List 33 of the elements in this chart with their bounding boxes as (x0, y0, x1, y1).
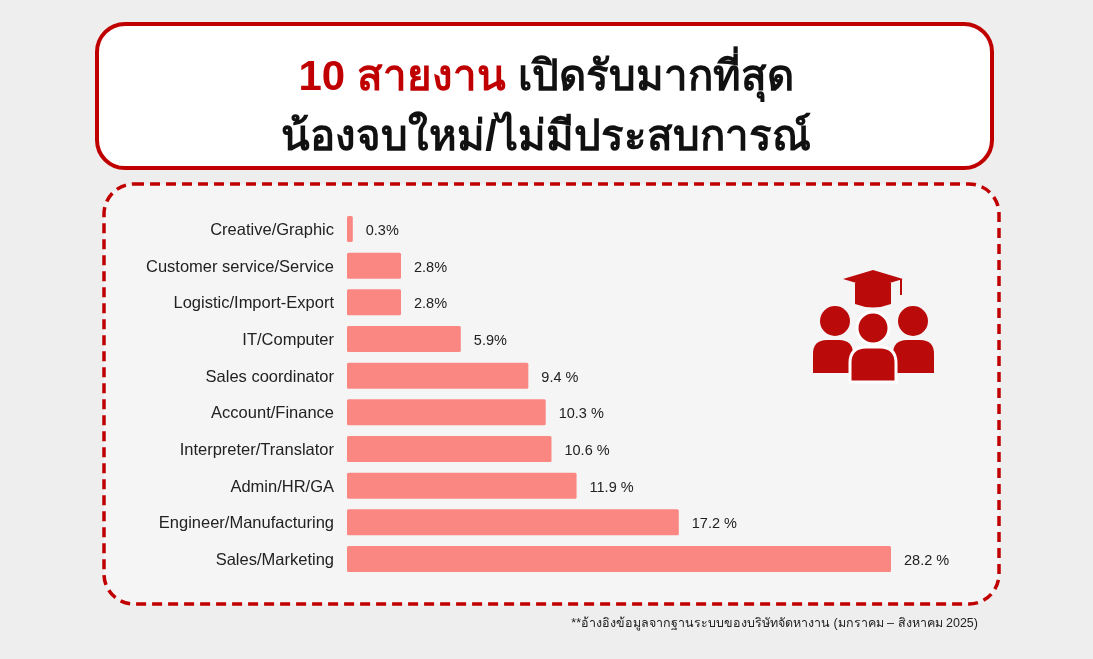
chart-title: 10 สายงาน เปิดรับมากที่สุด (298, 46, 794, 102)
data-label: 2.8% (414, 258, 448, 275)
bar (347, 472, 577, 499)
y-tick-label: Interpreter/Translator (179, 440, 335, 458)
text: **อ้างอิงข้อมูลจากฐานระบบของบริษัทจัดหางาน (มกราคม – สิงหาคม 2025) (571, 616, 978, 631)
data-label: 11.9 % (589, 478, 634, 495)
bar (347, 326, 461, 352)
bar (347, 289, 402, 316)
bar (347, 436, 552, 462)
y-tick-label: Account/Finance (211, 403, 334, 422)
y-tick-label: Creative/Graphic (210, 220, 334, 238)
data-label: 5.9% (473, 332, 507, 348)
y-tick-label: Admin/HR/GA (230, 476, 334, 495)
y-tick-label: Customer service/Service (146, 256, 334, 275)
data-label: 17.2 % (691, 515, 738, 532)
y-tick-label: Engineer/Manufacturing (158, 513, 334, 532)
data-label: 10.6 % (564, 442, 610, 458)
y-tick-label: IT/Computer (242, 330, 335, 348)
bar (347, 362, 529, 389)
data-label: 0.3% (365, 222, 399, 238)
data-label: 28.2 % (904, 552, 950, 568)
chart-subtitle: น้องจบใหม่/ไม่มีประสบการณ์ (281, 111, 811, 159)
data-label: 10.3 % (558, 405, 604, 422)
bar (347, 252, 402, 279)
y-tick-label: Sales coordinator (205, 366, 335, 385)
y-tick-label: Logistic/Import-Export (173, 293, 335, 312)
bar (347, 509, 679, 536)
bar (347, 399, 546, 426)
bar (347, 216, 353, 242)
data-label: 9.4 % (541, 368, 579, 385)
data-label: 2.8% (414, 295, 448, 312)
y-tick-label: Sales/Marketing (215, 550, 334, 568)
bar (347, 546, 891, 572)
